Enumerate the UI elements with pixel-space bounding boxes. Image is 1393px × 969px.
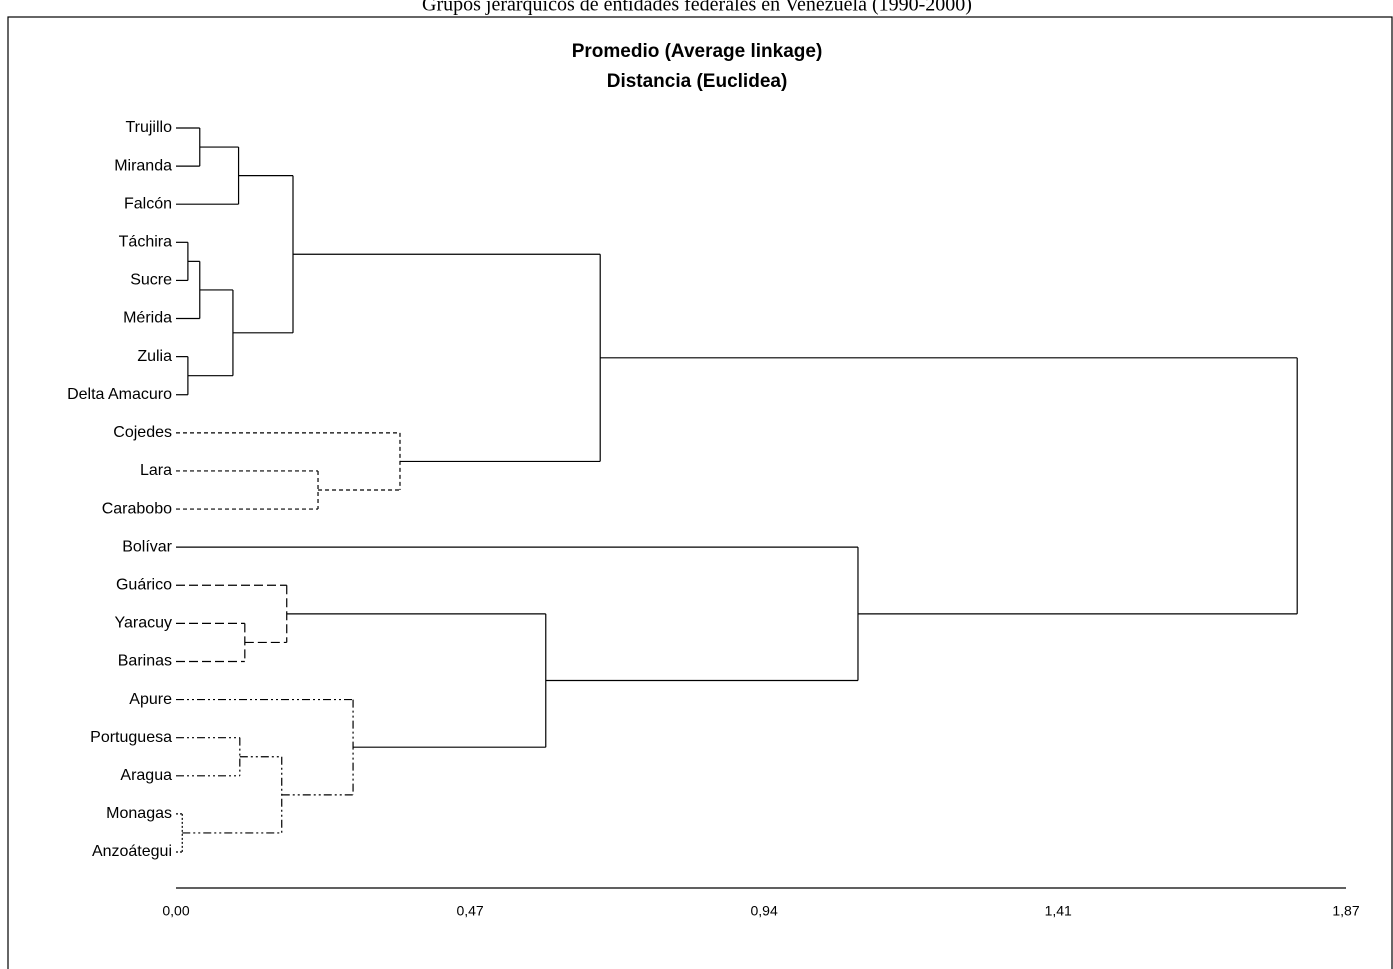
leaf-label: Mérida (123, 310, 172, 327)
leaf-label: Portuguesa (90, 729, 172, 746)
x-tick-label: 1,41 (1045, 903, 1072, 919)
leaf-label: Falcón (124, 195, 172, 212)
x-tick-label: 0,47 (456, 903, 483, 919)
leaf-label: Anzoátegui (92, 843, 172, 860)
leaf-label: Aragua (120, 767, 172, 784)
x-tick-label: 0,00 (162, 903, 189, 919)
leaf-label: Miranda (114, 157, 172, 174)
x-tick-label: 1,87 (1332, 903, 1359, 919)
leaf-label: Cojedes (113, 424, 172, 441)
frame (7, 16, 1393, 969)
leaf-label: Táchira (119, 234, 172, 251)
leaf-label: Trujillo (125, 119, 172, 136)
leaf-label: Bolívar (122, 538, 172, 555)
leaf-label: Zulia (137, 348, 172, 365)
leaf-label: Yaracuy (114, 615, 172, 632)
chart-title: Promedio (Average linkage) (572, 41, 823, 62)
leaf-label: Guárico (116, 576, 172, 593)
leaf-label: Delta Amacuro (67, 386, 172, 403)
leaf-label: Sucre (130, 272, 172, 289)
leaf-label: Lara (140, 462, 172, 479)
leaf-label: Barinas (118, 653, 172, 670)
leaf-label: Monagas (106, 805, 172, 822)
leaf-label: Carabobo (102, 500, 172, 517)
chart-subtitle: Distancia (Euclidea) (607, 71, 788, 92)
leaf-label: Apure (129, 691, 172, 708)
x-tick-label: 0,94 (751, 903, 778, 919)
caption: Grupos jerárquicos de entidades federale… (422, 0, 972, 16)
